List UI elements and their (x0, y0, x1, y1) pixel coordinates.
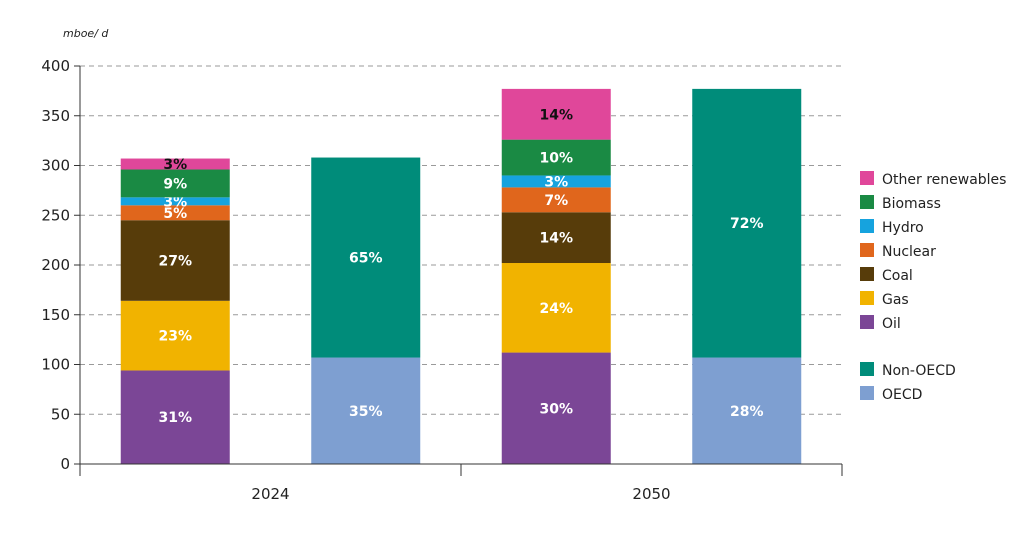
legend-swatch-nuclear (860, 243, 874, 257)
bar-2024-oecd (311, 357, 421, 464)
x-axis: 2024 2050 (79, 463, 843, 503)
bar-2024-hydro (120, 197, 230, 206)
x-tick-label-2024: 2024 (251, 485, 289, 503)
bar-2050-nuclear (501, 187, 611, 213)
legend-label-gas: Gas (882, 292, 909, 308)
bar-2024-non-oecd-label: 65% (349, 251, 383, 267)
y-tick-label-300: 300 (41, 157, 70, 175)
legend: Other renewables Biomass Hydro Nuclear Coal G… (860, 171, 1006, 403)
bar-2050-coal-label: 14% (539, 231, 573, 247)
legend-label-non-oecd: Non-OECD (882, 363, 956, 379)
bar-2050-oecd-label: 28% (730, 404, 764, 420)
y-tick-label-0: 0 (60, 455, 70, 473)
y-tick-label-350: 350 (41, 107, 70, 125)
y-axis-ticks: 0 50 100 150 200 250 300 350 400 (41, 57, 81, 473)
legend-swatch-oil (860, 315, 874, 329)
bar-2024-oecd-label: 35% (349, 404, 383, 420)
bar-2024-other-renewables-label: 3% (163, 157, 187, 173)
bar-2024-other-renewables (120, 158, 230, 170)
bar-2050-oil (501, 352, 611, 464)
bar-2050-biomass-label: 10% (539, 151, 573, 167)
legend-label-coal: Coal (882, 268, 913, 284)
bar-2050-non-oecd-label: 72% (730, 216, 764, 232)
bar-2024-oil-label: 31% (158, 410, 192, 426)
bar-2050-other-renewables (501, 88, 611, 140)
bar-2050-other-renewables-label: 14% (539, 107, 573, 123)
legend-label-biomass: Biomass (882, 196, 941, 212)
y-tick-label-100: 100 (41, 356, 70, 374)
bar-2050-hydro-label: 3% (544, 174, 568, 190)
x-tick-label-2050: 2050 (632, 485, 670, 503)
bar-2050-coal (501, 212, 611, 264)
legend-swatch-non-oecd (860, 362, 874, 376)
bar-2024-nuclear (120, 205, 230, 221)
legend-label-oil: Oil (882, 316, 901, 332)
legend-swatch-oecd (860, 386, 874, 400)
legend-label-oecd: OECD (882, 387, 922, 403)
y-tick-label-150: 150 (41, 306, 70, 324)
bar-2050-gas (501, 263, 611, 353)
bar-2024-coal (120, 220, 230, 301)
bar-2024-oil (120, 370, 230, 464)
y-tick-label-250: 250 (41, 206, 70, 224)
y-tick-label-400: 400 (41, 57, 70, 75)
bar-2050-nuclear-label: 7% (544, 193, 568, 209)
legend-swatch-gas (860, 291, 874, 305)
legend-label-other-renewables: Other renewables (882, 172, 1006, 188)
bar-2024-gas-label: 23% (158, 329, 192, 345)
bars: 31%23%27%5%3%9%3%35%65%30%24%14%7%3%10%1… (120, 88, 802, 464)
y-tick-label-200: 200 (41, 256, 70, 274)
bar-2050-oil-label: 30% (539, 401, 573, 417)
bar-2050-gas-label: 24% (539, 301, 573, 317)
legend-swatch-biomass (860, 195, 874, 209)
legend-label-hydro: Hydro (882, 220, 924, 236)
bar-2050-hydro (501, 175, 611, 188)
y-axis-unit-label: mboe/ d (63, 27, 109, 40)
bar-2050-non-oecd (692, 88, 802, 358)
bar-2024-gas (120, 300, 230, 371)
bar-2024-biomass (120, 169, 230, 198)
bar-2024-nuclear-label: 5% (163, 206, 187, 222)
bar-2024-coal-label: 27% (158, 254, 192, 270)
legend-swatch-coal (860, 267, 874, 281)
bar-2024-biomass-label: 9% (163, 176, 187, 192)
legend-label-nuclear: Nuclear (882, 244, 936, 260)
bar-2024-non-oecd (311, 157, 421, 358)
y-tick-label-50: 50 (51, 405, 70, 423)
bar-2050-oecd (692, 357, 802, 464)
bar-2050-biomass (501, 139, 611, 176)
bar-2024-hydro-label: 3% (163, 194, 187, 210)
legend-swatch-other-renewables (860, 171, 874, 185)
legend-swatch-hydro (860, 219, 874, 233)
